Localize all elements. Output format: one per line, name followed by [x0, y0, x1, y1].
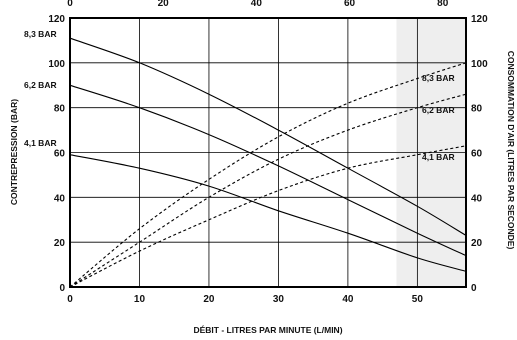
- air-consumption-curve: [69, 145, 467, 288]
- y-tick-label: 80: [54, 104, 66, 115]
- y2-tick-label: 40: [471, 193, 483, 204]
- pressure-curve-label: 8,3 BAR: [24, 29, 57, 39]
- pressure-curve-label: 4,1 BAR: [24, 138, 57, 148]
- y2-axis-title: CONSOMMATION D'AIR (LITRES PAR SECONDE): [506, 51, 516, 250]
- tick-labels: 0 10 20 30 40 500 20 40 60 8002040608010012002040…: [48, 0, 488, 305]
- pressure-curve-label: 6,2 BAR: [24, 80, 57, 90]
- x-tick-label: 40: [342, 294, 354, 305]
- y-tick-label: 60: [54, 149, 66, 160]
- y2-tick-label: 80: [471, 104, 483, 115]
- plot-frame: [69, 17, 467, 288]
- x-top-tick-label: 20: [158, 0, 170, 9]
- backpressure-curve: [69, 37, 467, 236]
- air-curve-label: 4,1 BAR: [422, 152, 455, 162]
- y-tick-label: 100: [48, 59, 65, 70]
- curves: [69, 37, 467, 288]
- y-axis-title: CONTREPRESSION (BAR): [9, 99, 19, 205]
- x-top-tick-label: 60: [344, 0, 356, 9]
- x-axis-title: DÉBIT - LITRES PAR MINUTE (L/MIN): [193, 325, 342, 335]
- y2-tick-label: 100: [471, 59, 488, 70]
- x-tick-label: 50: [412, 294, 424, 305]
- curve-labels: 8,3 BAR 6,2 BAR 4,1 BAR 8,3 BAR 6,2 BAR 4,1 B…: [24, 29, 455, 162]
- x-tick-label: 10: [134, 294, 146, 305]
- backpressure-curve: [69, 84, 467, 257]
- y2-tick-label: 20: [471, 238, 483, 249]
- x-tick-label: 30: [273, 294, 285, 305]
- air-consumption-curve: [69, 62, 467, 288]
- grid: [70, 18, 466, 287]
- air-curve-label: 6,2 BAR: [422, 105, 455, 115]
- y2-tick-label: 0: [471, 283, 477, 294]
- y-tick-label: 20: [54, 238, 66, 249]
- air-consumption-curve: [69, 93, 467, 288]
- x-top-tick-label: 0: [67, 0, 73, 9]
- y2-tick-label: 60: [471, 149, 483, 160]
- air-curve-label: 8,3 BAR: [422, 73, 455, 83]
- y-tick-label: 0: [59, 283, 65, 294]
- x-tick-label: 0: [67, 294, 73, 305]
- y2-tick-label: 120: [471, 14, 488, 25]
- x-tick-label: 20: [203, 294, 215, 305]
- backpressure-curve: [69, 154, 467, 272]
- x-top-tick-label: 40: [251, 0, 263, 9]
- x-top-tick-label: 80: [437, 0, 449, 9]
- y-tick-label: 120: [48, 14, 65, 25]
- y-tick-label: 40: [54, 193, 66, 204]
